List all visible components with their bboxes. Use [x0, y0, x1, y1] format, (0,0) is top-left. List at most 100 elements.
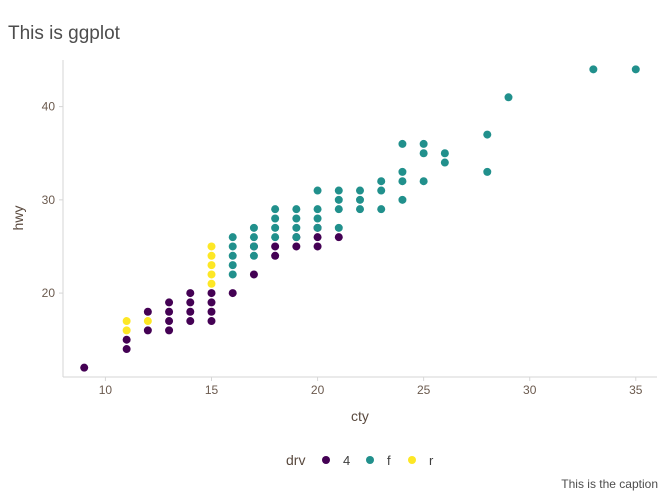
x-tick-label: 35: [629, 383, 643, 397]
legend: drv 4 f r: [286, 452, 434, 468]
data-point-drv-f: [440, 158, 449, 167]
data-point-drv-f: [419, 149, 428, 158]
data-point-drv-4: [165, 298, 174, 307]
data-point-drv-f: [271, 205, 280, 214]
data-point-drv-f: [228, 233, 237, 242]
data-point-drv-r: [122, 317, 131, 326]
data-point-drv-f: [504, 93, 513, 102]
data-point-drv-f: [292, 205, 301, 214]
y-tick-label: 40: [42, 100, 56, 114]
data-point-drv-4: [271, 242, 280, 251]
data-point-drv-r: [207, 251, 216, 260]
data-point-drv-4: [207, 307, 216, 316]
data-point-drv-f: [483, 167, 492, 176]
data-point-drv-4: [249, 270, 258, 279]
data-point-drv-f: [271, 214, 280, 223]
data-point-drv-f: [440, 149, 449, 158]
legend-marker-r: [408, 456, 416, 464]
data-point-drv-f: [377, 186, 386, 195]
data-point-drv-4: [80, 363, 89, 372]
data-point-drv-f: [356, 205, 364, 214]
data-point-drv-4: [122, 345, 131, 354]
chart-title: This is ggplot: [8, 23, 121, 44]
data-point-drv-f: [313, 186, 322, 195]
data-point-drv-f: [292, 214, 301, 223]
data-point-drv-f: [631, 65, 640, 74]
data-point-drv-r: [207, 270, 216, 279]
y-tick-label: 20: [42, 286, 56, 300]
data-point-drv-r: [143, 317, 152, 326]
data-point-drv-f: [249, 251, 258, 260]
data-point-drv-f: [334, 223, 343, 232]
legend-label-4: 4: [343, 453, 350, 468]
data-point-drv-f: [228, 251, 237, 260]
data-point-drv-f: [292, 233, 301, 242]
data-point-drv-4: [165, 326, 174, 335]
data-point-drv-4: [186, 289, 195, 298]
data-point-drv-4: [186, 298, 195, 307]
data-point-drv-f: [271, 233, 280, 242]
data-point-drv-f: [334, 195, 343, 204]
data-point-drv-4: [122, 335, 131, 344]
points-layer: [80, 65, 640, 372]
data-point-drv-f: [419, 139, 428, 148]
data-point-drv-4: [207, 289, 216, 298]
x-tick-label: 15: [205, 383, 219, 397]
data-point-drv-f: [419, 177, 428, 186]
data-point-drv-f: [249, 223, 258, 232]
data-point-drv-4: [207, 298, 216, 307]
data-point-drv-f: [398, 195, 407, 204]
data-point-drv-f: [228, 270, 237, 279]
data-point-drv-4: [165, 317, 174, 326]
legend-marker-4: [322, 456, 330, 464]
data-point-drv-f: [249, 233, 258, 242]
y-axis-title: hwy: [10, 206, 26, 231]
data-point-drv-4: [165, 307, 174, 316]
data-point-drv-4: [228, 289, 237, 298]
data-point-drv-r: [122, 326, 131, 335]
x-tick-label: 10: [99, 383, 113, 397]
legend-title: drv: [286, 452, 305, 468]
data-point-drv-4: [313, 242, 322, 251]
x-tick-label: 20: [311, 383, 325, 397]
data-point-drv-4: [271, 251, 280, 260]
data-point-drv-f: [313, 214, 322, 223]
data-point-drv-f: [377, 177, 386, 186]
data-point-drv-f: [398, 139, 407, 148]
data-point-drv-f: [377, 205, 386, 214]
data-point-drv-f: [313, 205, 322, 214]
legend-label-f: f: [387, 453, 391, 468]
data-point-drv-4: [292, 242, 301, 251]
data-point-drv-f: [313, 223, 322, 232]
data-point-drv-f: [271, 223, 280, 232]
chart-caption: This is the caption: [561, 477, 658, 491]
x-axis-title: cty: [351, 408, 369, 424]
data-point-drv-r: [207, 261, 216, 270]
data-point-drv-f: [398, 177, 407, 186]
data-point-drv-f: [356, 195, 364, 204]
y-tick-label: 30: [42, 193, 56, 207]
data-point-drv-4: [207, 317, 216, 326]
data-point-drv-f: [334, 205, 343, 214]
y-tick-group: 20 30 40: [42, 100, 63, 300]
data-point-drv-f: [334, 186, 343, 195]
data-point-drv-f: [228, 261, 237, 270]
legend-label-r: r: [429, 453, 434, 468]
data-point-drv-4: [186, 307, 195, 316]
data-point-drv-4: [186, 317, 195, 326]
data-point-drv-4: [143, 307, 152, 316]
x-tick-group: 10 15 20 25 30 35: [99, 377, 643, 397]
data-point-drv-r: [207, 242, 216, 251]
data-point-drv-4: [334, 233, 343, 242]
data-point-drv-f: [249, 242, 258, 251]
legend-marker-f: [366, 456, 374, 464]
data-point-drv-f: [589, 65, 598, 74]
x-tick-label: 30: [523, 383, 537, 397]
data-point-drv-4: [143, 326, 152, 335]
data-point-drv-f: [483, 130, 492, 139]
data-point-drv-f: [292, 223, 301, 232]
data-point-drv-f: [398, 167, 407, 176]
data-point-drv-f: [356, 186, 364, 195]
